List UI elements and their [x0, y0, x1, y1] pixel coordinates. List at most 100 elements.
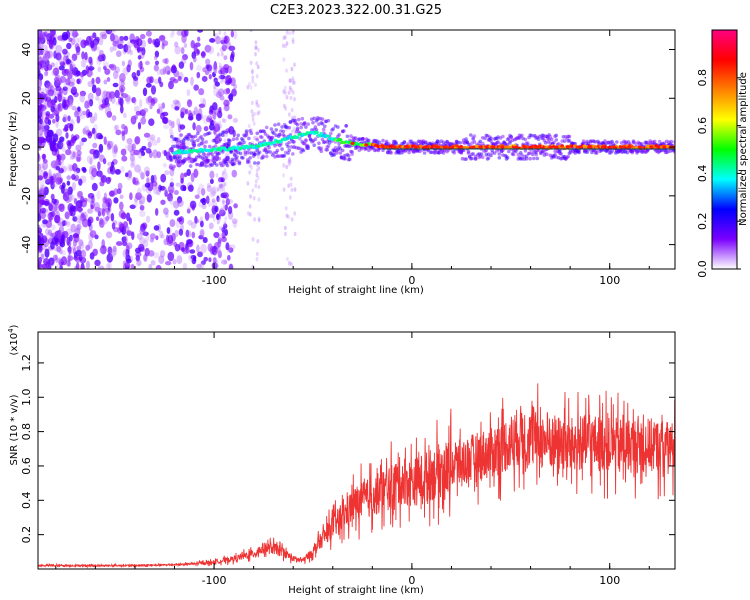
- heatmap-cell: [178, 156, 182, 160]
- heatmap-cell: [212, 63, 218, 72]
- heatmap-cell: [306, 144, 311, 149]
- heatmap-cell: [274, 128, 279, 132]
- heatmap-cell: [190, 76, 194, 86]
- heatmap-cell: [141, 145, 147, 151]
- heatmap-cell: [472, 134, 477, 138]
- colorbar-tick-label: 0.2: [696, 212, 709, 230]
- heatmap-cell: [247, 136, 251, 141]
- heatmap-cell: [139, 98, 143, 108]
- heatmap-cell: [291, 152, 295, 156]
- heatmap-cell: [287, 214, 290, 220]
- heatmap-cell: [350, 152, 354, 156]
- heatmap-cell: [129, 192, 133, 201]
- x-tick-label: -100: [202, 574, 227, 587]
- heatmap-cell: [287, 183, 291, 188]
- heatmap-cell: [209, 170, 215, 179]
- heatmap-cell: [321, 127, 326, 132]
- heatmap-cell: [199, 134, 204, 139]
- heatmap-cell: [62, 48, 68, 55]
- heatmap-cell: [221, 133, 225, 137]
- colorbar-tick-label: 0.4: [696, 165, 709, 183]
- heatmap-cell: [70, 223, 77, 233]
- heatmap-cell: [283, 89, 286, 94]
- heatmap-cell: [99, 180, 105, 187]
- heatmap-cell: [318, 134, 322, 138]
- heatmap-cell: [148, 118, 155, 127]
- heatmap-cell: [289, 182, 293, 187]
- heatmap-cell: [53, 77, 60, 83]
- heatmap-cell: [52, 67, 60, 76]
- heatmap-cell: [486, 156, 491, 160]
- heatmap-cell: [60, 153, 66, 161]
- heatmap-cell: [514, 145, 519, 149]
- heatmap-cell: [101, 239, 105, 249]
- y-tick-label: 40: [20, 43, 33, 57]
- heatmap-cell: [38, 224, 41, 230]
- heatmap-cell: [293, 115, 297, 120]
- heatmap-cell: [45, 178, 52, 185]
- heatmap-cell: [77, 190, 83, 198]
- heatmap-cell: [282, 187, 286, 192]
- heatmap-cell: [452, 151, 457, 155]
- heatmap-cell: [102, 196, 107, 203]
- heatmap-cell: [250, 109, 254, 114]
- heatmap-cell: [75, 50, 80, 56]
- heatmap-cell: [578, 145, 583, 149]
- heatmap-cell: [201, 203, 207, 210]
- heatmap-cell: [61, 249, 67, 256]
- heatmap-cell: [93, 130, 98, 140]
- heatmap-cell: [263, 132, 268, 136]
- heatmap-cell: [223, 88, 230, 95]
- heatmap-cell: [221, 259, 228, 265]
- heatmap-cell: [121, 60, 126, 67]
- heatmap-cell: [326, 134, 331, 138]
- heatmap-cell: [218, 120, 222, 126]
- heatmap-cell: [218, 62, 222, 68]
- heatmap-cell: [306, 122, 311, 126]
- heatmap-cell: [255, 45, 258, 50]
- heatmap-cell: [528, 156, 532, 161]
- heatmap-cell: [142, 107, 149, 113]
- heatmap-cell: [80, 249, 87, 259]
- heatmap-cell: [282, 35, 286, 41]
- heatmap-cell: [169, 32, 174, 39]
- heatmap-cell: [94, 36, 100, 43]
- heatmap-cell: [193, 168, 199, 178]
- heatmap-cell: [554, 145, 559, 149]
- heatmap-cell: [75, 215, 82, 224]
- heatmap-cell: [264, 125, 269, 130]
- heatmap-cell: [64, 211, 70, 220]
- heatmap-cell: [177, 75, 182, 82]
- heatmap-cell: [159, 185, 166, 191]
- heatmap-cell: [331, 127, 336, 131]
- heatmap-cell: [222, 192, 229, 199]
- heatmap-cell: [169, 197, 174, 205]
- heatmap-cell: [205, 58, 211, 66]
- heatmap-cell: [204, 164, 208, 168]
- heatmap-cell: [73, 37, 80, 44]
- heatmap-cell: [65, 132, 69, 139]
- heatmap-cell: [51, 70, 58, 77]
- heatmap-cell: [115, 129, 122, 136]
- heatmap-cell: [247, 124, 251, 129]
- heatmap-cell: [194, 194, 200, 200]
- heatmap-cell: [208, 222, 214, 230]
- heatmap-cell: [257, 144, 261, 148]
- heatmap-cell: [182, 262, 188, 269]
- heatmap-cell: [82, 110, 86, 116]
- heatmap-cell: [152, 186, 159, 195]
- heatmap-cell: [223, 118, 227, 124]
- heatmap-cell: [206, 185, 212, 192]
- x-tick-label: 0: [408, 274, 415, 287]
- heatmap-cell: [178, 159, 182, 163]
- heatmap-cell: [126, 230, 133, 237]
- heatmap-cell: [70, 150, 78, 160]
- heatmap-cell: [180, 107, 187, 116]
- heatmap-cell: [619, 145, 624, 149]
- heatmap-cell: [254, 40, 258, 45]
- heatmap-cell: [106, 111, 113, 116]
- heatmap-cell: [228, 160, 232, 164]
- heatmap-cell: [338, 151, 343, 155]
- heatmap-cell: [192, 143, 197, 148]
- heatmap-cell: [180, 172, 185, 181]
